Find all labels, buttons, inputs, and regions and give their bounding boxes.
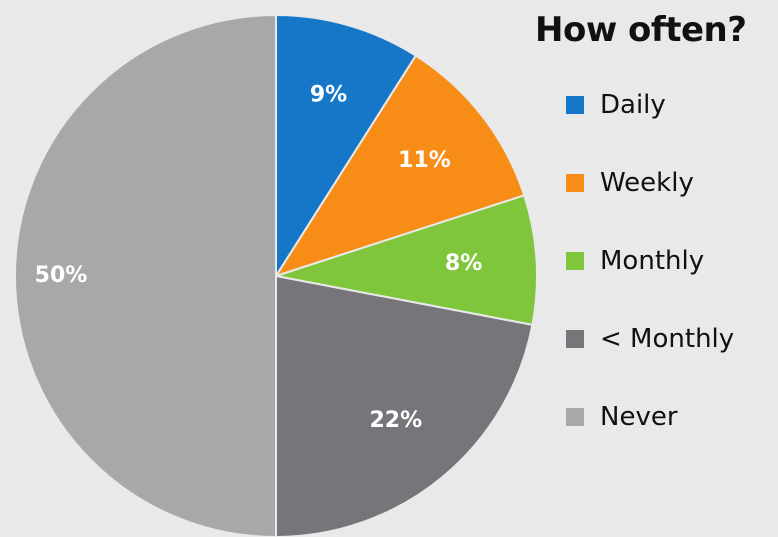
legend-label-daily: Daily — [600, 90, 666, 120]
pie-slice-labels: 9% 11% 8% 22% 50% — [35, 83, 483, 433]
pie-slice-never — [14, 13, 277, 537]
legend-swatch-never — [566, 408, 584, 426]
pie-slice-weekly — [273, 54, 526, 278]
pie-slice-label-never: 50% — [35, 263, 88, 288]
legend-swatch-daily — [566, 96, 584, 114]
legend-swatch-weekly — [566, 174, 584, 192]
pie-slice-label-weekly: 11% — [398, 148, 451, 173]
pie-slice-label-less-than-monthly: 22% — [369, 408, 422, 433]
legend-label-monthly: Monthly — [600, 246, 705, 276]
legend-label-less-than-monthly: < Monthly — [600, 324, 735, 354]
pie-slice-label-daily: 9% — [310, 83, 347, 108]
pie-slice-label-monthly: 8% — [445, 251, 482, 276]
pie-slice-monthly — [275, 194, 538, 327]
pie-slice-daily — [275, 13, 418, 280]
legend-item-daily: Daily — [566, 86, 776, 124]
pie-slice-less-than-monthly — [275, 274, 534, 537]
legend-item-weekly: Weekly — [566, 164, 776, 202]
legend-label-never: Never — [600, 402, 678, 432]
legend-swatch-monthly — [566, 252, 584, 270]
legend-item-less-than-monthly: < Monthly — [566, 320, 776, 358]
legend-label-weekly: Weekly — [600, 168, 694, 198]
legend-item-monthly: Monthly — [566, 242, 776, 280]
legend: Daily Weekly Monthly < Monthly Never — [566, 86, 776, 476]
chart-title: How often? — [535, 10, 747, 50]
legend-item-never: Never — [566, 398, 776, 436]
pie-slices — [14, 13, 538, 537]
legend-swatch-less-than-monthly — [566, 330, 584, 348]
